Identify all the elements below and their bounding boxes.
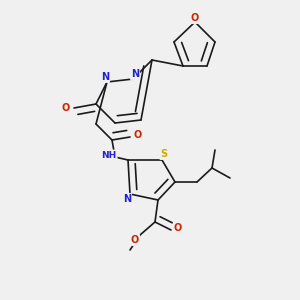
Text: O: O bbox=[131, 235, 139, 245]
Text: O: O bbox=[191, 13, 199, 23]
Text: S: S bbox=[160, 149, 168, 159]
Text: O: O bbox=[174, 223, 182, 233]
Text: O: O bbox=[134, 130, 142, 140]
Text: N: N bbox=[131, 69, 139, 79]
Text: N: N bbox=[101, 72, 109, 82]
Text: NH: NH bbox=[101, 151, 117, 160]
Text: N: N bbox=[123, 194, 131, 204]
Text: O: O bbox=[62, 103, 70, 113]
